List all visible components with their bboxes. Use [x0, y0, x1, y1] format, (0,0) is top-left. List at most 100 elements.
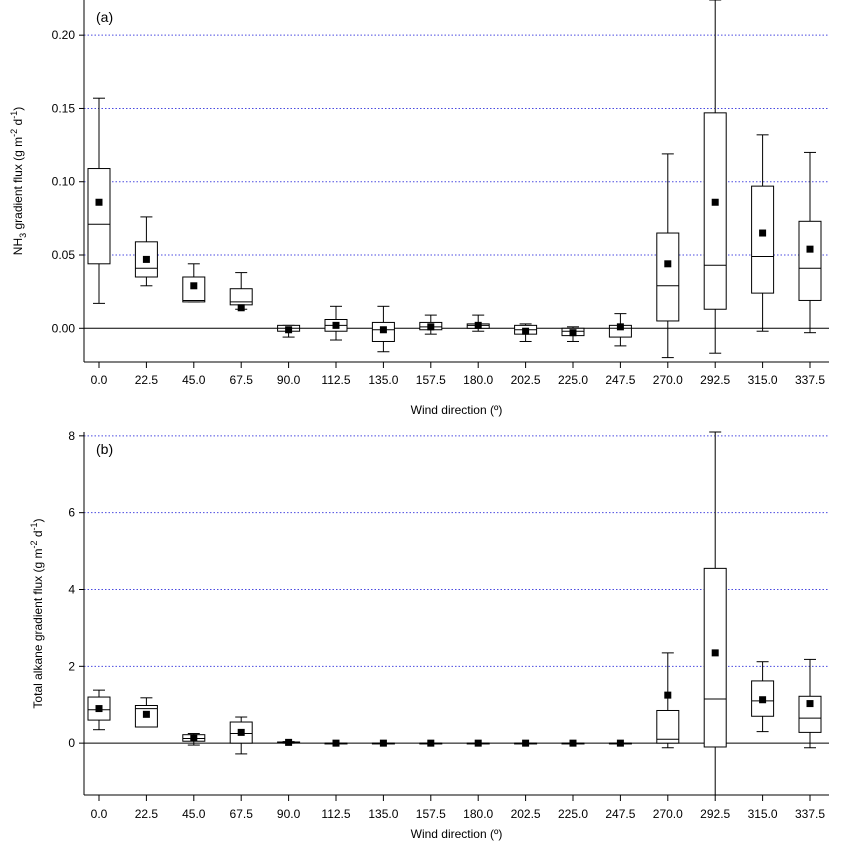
mean-marker [427, 739, 435, 747]
y-label-part: ) [11, 107, 25, 111]
mean-marker [806, 245, 814, 253]
mean-marker [190, 282, 198, 290]
mean-marker [522, 739, 530, 747]
box-292.5 [703, 431, 727, 796]
mean-marker [759, 229, 767, 237]
mean-marker [616, 323, 624, 331]
y-label-part: d [11, 119, 25, 129]
box-112.5 [324, 305, 348, 341]
x-tick-label: 157.5 [416, 373, 446, 387]
y-tick-label: 2 [68, 659, 75, 673]
y-label-sup: -2 [29, 540, 39, 548]
y-tick-label: 0.05 [52, 248, 76, 262]
x-tick-label: 0.0 [91, 373, 108, 387]
box-90.0 [277, 324, 301, 338]
mean-marker [806, 700, 814, 708]
x-axis-label: Wind direction (º) [411, 827, 503, 841]
x-tick-label: 315.0 [748, 373, 778, 387]
x-tick-label: 292.5 [700, 807, 730, 821]
mean-marker [616, 739, 624, 747]
x-tick-label: 337.5 [795, 807, 825, 821]
mean-marker [142, 710, 150, 718]
x-tick-label: 202.5 [511, 373, 541, 387]
box-67.5 [229, 716, 253, 755]
x-tick-label: 337.5 [795, 373, 825, 387]
x-tick-label: 180.0 [463, 807, 493, 821]
x-tick-label: 112.5 [321, 373, 350, 387]
y-tick-label: 6 [68, 506, 75, 520]
box-45.0 [182, 733, 206, 746]
y-label-part: Total alkane gradient flux (g m [31, 548, 45, 708]
y-axis-label: NH3 gradient flux (g m-2 d-1) [9, 107, 28, 255]
y-tick-label: 0.15 [52, 101, 76, 115]
x-tick-label: 0.0 [91, 807, 108, 821]
box-337.5 [798, 151, 822, 334]
x-tick-label: 45.0 [182, 373, 206, 387]
box-157.5 [419, 739, 443, 747]
mean-marker [237, 304, 245, 312]
box-67.5 [229, 272, 253, 312]
mean-marker [569, 329, 577, 337]
box-292.5 [703, 0, 727, 354]
box-iqr [703, 567, 727, 748]
x-axis-label: Wind direction (º) [411, 403, 503, 417]
x-tick-label: 90.0 [277, 807, 301, 821]
x-tick-label: 247.5 [605, 373, 635, 387]
mean-marker [332, 739, 340, 747]
x-tick-label: 270.0 [653, 373, 683, 387]
x-tick-label: 225.0 [558, 373, 588, 387]
box-337.5 [798, 658, 822, 749]
mean-marker [664, 260, 672, 268]
box-45.0 [182, 263, 206, 303]
mean-marker [285, 738, 293, 746]
y-label-part: NH [11, 238, 25, 255]
box-270.0 [656, 153, 680, 359]
mean-marker [664, 691, 672, 699]
mean-marker [474, 321, 482, 329]
y-tick-label: 0.00 [52, 321, 76, 335]
box-270.0 [656, 652, 680, 749]
y-tick-label: 0.20 [52, 28, 76, 42]
y-label-sup: -1 [29, 522, 39, 530]
panel-b: 0 2 4 6 8 0.0 22.5 45.0 67.5 90.0 112.5 135.0 157.5 1… [29, 429, 829, 841]
x-tick-label: 315.0 [748, 807, 778, 821]
box-0.0 [87, 689, 111, 731]
mean-marker [711, 649, 719, 657]
x-tick-label: 135.0 [368, 807, 398, 821]
mean-marker [332, 321, 340, 329]
mean-marker [759, 696, 767, 704]
mean-marker [95, 705, 103, 713]
y-tick-label: 8 [68, 429, 75, 443]
y-label-sub: 3 [18, 233, 28, 238]
x-tick-label: 112.5 [321, 807, 350, 821]
mean-marker [711, 198, 719, 206]
x-tick-label: 270.0 [653, 807, 683, 821]
box-90.0 [277, 738, 301, 746]
y-tick-label: 4 [68, 582, 75, 596]
box-225.0 [561, 326, 585, 342]
x-tick-label: 22.5 [135, 807, 159, 821]
box-112.5 [324, 739, 348, 747]
mean-marker [427, 323, 435, 331]
y-tick-label: 0 [68, 736, 75, 750]
x-tick-label: 292.5 [700, 373, 730, 387]
box-247.5 [608, 739, 632, 747]
y-label-sup: -1 [9, 111, 19, 119]
panel-a: 0.00 0.05 0.10 0.15 0.20 0.0 22.5 45.0 67.5 90.0 1… [9, 0, 829, 417]
box-225.0 [561, 739, 585, 747]
box-iqr [798, 695, 822, 733]
x-tick-label: 67.5 [230, 807, 254, 821]
box-iqr [229, 288, 253, 306]
box-iqr [798, 220, 822, 301]
box-iqr [656, 709, 680, 744]
box-iqr [703, 112, 727, 310]
mean-marker [142, 255, 150, 263]
panel-label: (b) [96, 441, 113, 457]
mean-marker [379, 739, 387, 747]
box-22.5 [134, 216, 158, 287]
x-tick-label: 90.0 [277, 373, 301, 387]
mean-marker [95, 198, 103, 206]
box-iqr [656, 232, 680, 322]
mean-marker [522, 327, 530, 335]
